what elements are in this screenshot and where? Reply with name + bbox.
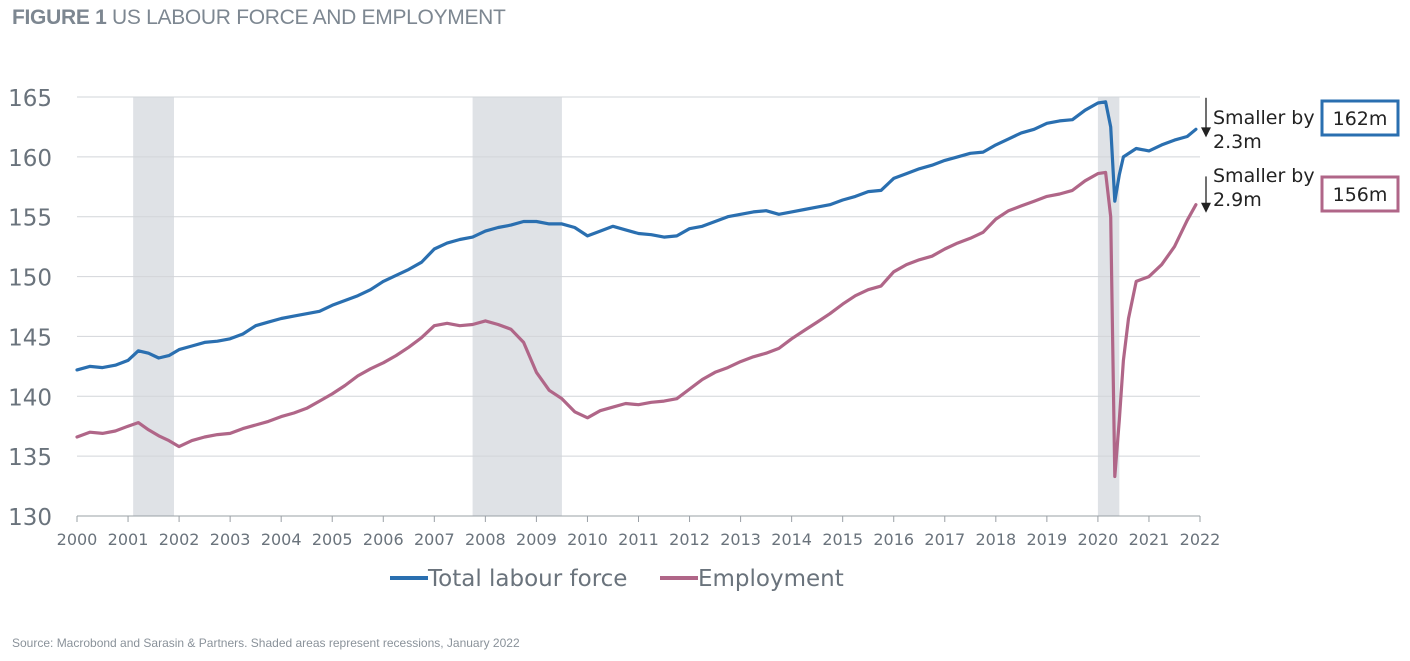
- annotation-badge-text: 156m: [1333, 184, 1388, 206]
- legend: Total labour force Employment: [390, 566, 844, 592]
- recession-band: [472, 97, 562, 516]
- y-tick-label: 165: [8, 86, 52, 112]
- x-tick-label: 2002: [159, 530, 200, 549]
- legend-label: Total labour force: [427, 566, 627, 592]
- y-tick-label: 140: [8, 385, 52, 411]
- x-tick-label: 2006: [363, 530, 404, 549]
- x-tick-label: 2013: [720, 530, 761, 549]
- x-tick-label: 2012: [669, 530, 710, 549]
- x-tick-label: 2000: [57, 530, 98, 549]
- x-tick-label: 2003: [210, 530, 251, 549]
- x-tick-label: 2001: [108, 530, 149, 549]
- figure-title-text: US LABOUR FORCE AND EMPLOYMENT: [112, 6, 506, 29]
- figure-title: FIGURE 1 US LABOUR FORCE AND EMPLOYMENT: [12, 6, 506, 30]
- source-note: Source: Macrobond and Sarasin & Partners…: [12, 636, 520, 650]
- x-tick-label: 2015: [822, 530, 863, 549]
- x-tick-label: 2008: [465, 530, 506, 549]
- series-line: [75, 170, 1198, 479]
- x-tick-label: 2016: [873, 530, 914, 549]
- series-lines: [75, 100, 1198, 479]
- y-tick-label: 145: [8, 325, 52, 351]
- annotation-badge: [1320, 175, 1400, 213]
- x-tick-label: 2011: [618, 530, 659, 549]
- gridlines: [77, 96, 1200, 517]
- x-tick-label: 2007: [414, 530, 455, 549]
- y-tick-label: 130: [8, 505, 52, 531]
- annotation-text: Smaller by: [1213, 107, 1315, 129]
- x-tick-label: 2018: [975, 530, 1016, 549]
- y-tick-label: 135: [8, 445, 52, 471]
- annotation-arrow-head: [1201, 202, 1211, 213]
- recession-shading: [133, 97, 1120, 516]
- annotation-value: 2.3m: [1213, 131, 1262, 153]
- annotation-badge: [1320, 99, 1400, 137]
- x-tick-label: 2021: [1129, 530, 1170, 549]
- x-axis-ticks: 2000 2001 2002 2003 2004 2005 2006 2007 2008 2009…: [57, 516, 1221, 549]
- x-tick-label: 2014: [771, 530, 812, 549]
- x-tick-label: 2004: [261, 530, 302, 549]
- y-tick-label: 150: [8, 266, 52, 292]
- y-tick-label: 160: [8, 146, 52, 172]
- annotation-arrow-head: [1201, 127, 1211, 138]
- annotation-badge-text: 162m: [1333, 108, 1388, 130]
- annotation-text: Smaller by: [1213, 165, 1315, 187]
- x-tick-label: 2019: [1027, 530, 1068, 549]
- y-tick-label: 155: [8, 206, 52, 232]
- x-tick-label: 2020: [1078, 530, 1119, 549]
- x-tick-label: 2017: [924, 530, 965, 549]
- x-tick-label: 2005: [312, 530, 353, 549]
- recession-band: [133, 97, 174, 516]
- x-tick-label: 2022: [1180, 530, 1221, 549]
- annotation-value: 2.9m: [1213, 189, 1262, 211]
- figure-label: FIGURE 1: [12, 6, 107, 29]
- x-tick-label: 2009: [516, 530, 557, 549]
- series-line: [75, 100, 1198, 372]
- y-axis-ticks: 130 135 140 145 150 155 160 165: [8, 86, 52, 531]
- x-tick-label: 2010: [567, 530, 608, 549]
- legend-label: Employment: [698, 566, 844, 592]
